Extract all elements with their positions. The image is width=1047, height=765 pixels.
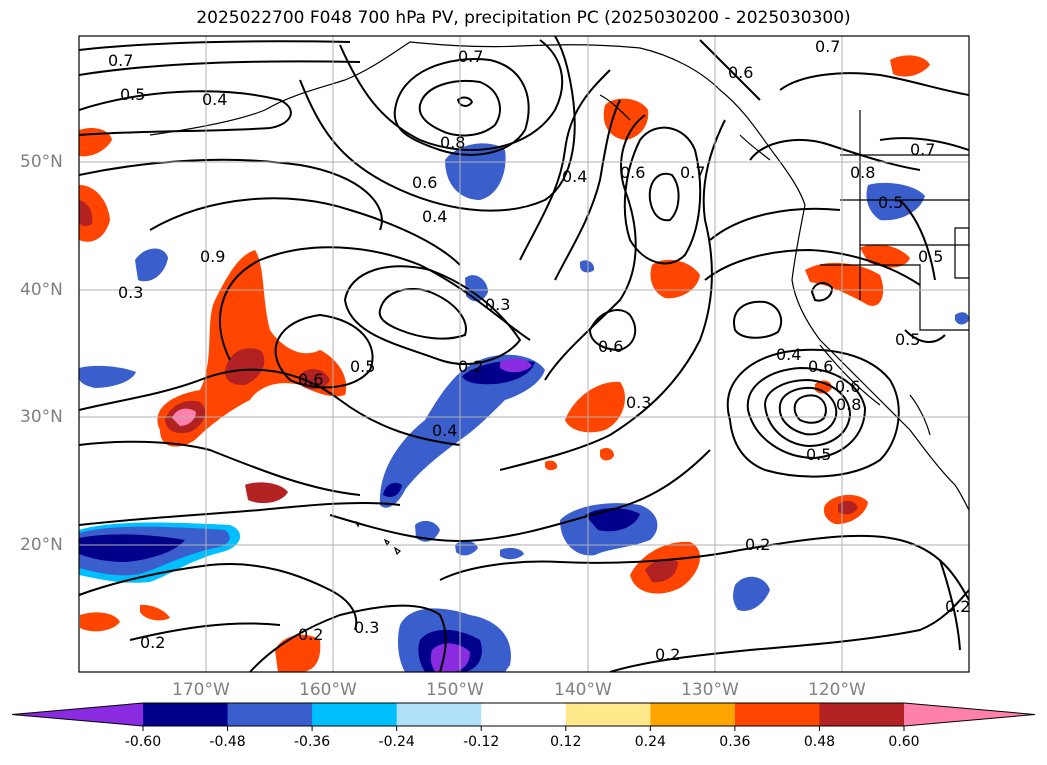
lon-label-140w: 140°W: [554, 680, 612, 700]
contour-label: 0.4: [562, 167, 587, 186]
contour-label: 0.8: [850, 163, 875, 182]
colorbar-swatch: [143, 703, 229, 726]
contour-label: 0.3: [354, 618, 379, 637]
colorbar-extend-high: [904, 703, 1035, 726]
contour-label: 0.7: [815, 37, 840, 56]
colorbar-swatch: [396, 703, 482, 726]
contour-label: 0.7: [458, 47, 483, 66]
colorbar-swatch: [312, 703, 398, 726]
gridlines: [79, 36, 969, 672]
contour-label: 0.5: [806, 445, 831, 464]
contour-label: 0.3: [626, 393, 651, 412]
contour-label: 0.2: [745, 535, 770, 554]
colorbar-extend-low: [12, 703, 143, 726]
colorbar-tick-label: 0.24: [634, 734, 666, 750]
colorbar-tick-label: 0.60: [888, 734, 920, 750]
lon-label-160w: 160°W: [299, 680, 357, 700]
lat-label-40n: 40°N: [20, 280, 63, 300]
contour-label: 0.2: [945, 597, 970, 616]
lon-label-130w: 130°W: [681, 680, 739, 700]
contour-label: 0.7: [680, 163, 705, 182]
contour-label: 0.2: [140, 633, 165, 652]
contour-label: 0.4: [776, 345, 801, 364]
lon-label-150w: 150°W: [426, 680, 484, 700]
colorbar-swatch: [650, 703, 736, 726]
contour-label: 0.6: [728, 63, 753, 82]
colorbar-swatch: [227, 703, 313, 726]
plot-frame: [78, 35, 970, 673]
contour-label: 0.7: [910, 140, 935, 159]
contour-label: 0.8: [836, 395, 861, 414]
colorbar-swatch: [481, 703, 567, 726]
contour-label: 0.3: [118, 283, 143, 302]
colorbar-swatch: [565, 703, 651, 726]
contour-label: 0.6: [835, 377, 860, 396]
contour-label: 0.2: [655, 645, 680, 664]
contour-label: 0.3: [485, 295, 510, 314]
colorbar-tick-label: -0.48: [209, 734, 246, 750]
contour-label: 0.6: [598, 337, 623, 356]
lat-label-30n: 30°N: [20, 407, 63, 427]
contour-label: 0.5: [350, 357, 375, 376]
colorbar-tick-label: -0.36: [293, 734, 331, 750]
coastlines: [149, 41, 969, 556]
colorbar-tick-label: -0.24: [378, 734, 415, 750]
lon-label-120w: 120°W: [808, 680, 866, 700]
contour-labels: 0.7 0.5 0.4 0.7 0.8 0.6 0.4 0.6 0.7 0.6 …: [108, 37, 970, 664]
pv-contours: [79, 36, 969, 672]
contour-label: 0.8: [440, 133, 465, 152]
colorbar-swatch: [734, 703, 820, 726]
colorbar-tick-label: -0.60: [124, 734, 162, 750]
contour-label: 0.4: [202, 90, 227, 109]
contour-label: 0.4: [432, 421, 457, 440]
contour-label: 0.6: [620, 163, 645, 182]
colorbar-tick-label: 0.48: [803, 734, 836, 750]
colorbar-tick-label: 0.12: [550, 734, 582, 750]
contour-label: 0.5: [120, 85, 145, 104]
lat-label-20n: 20°N: [20, 535, 63, 555]
contour-label: 0.2: [298, 625, 323, 644]
contour-label: 0.7: [108, 51, 133, 70]
lon-label-170w: 170°W: [172, 680, 230, 700]
contour-label: 0.5: [895, 330, 920, 349]
contour-label: 0.6: [298, 370, 323, 389]
contour-label: 0.5: [918, 247, 943, 266]
colorbar-swatch: [819, 703, 905, 726]
contour-label: 0.9: [200, 247, 225, 266]
colorbar: [11, 702, 1036, 731]
contour-label: 0.4: [422, 207, 447, 226]
lat-label-50n: 50°N: [20, 152, 63, 172]
colorbar-tick-label: -0.12: [463, 734, 500, 750]
contour-label: 0.5: [878, 193, 903, 212]
colorbar-tick-label: 0.36: [719, 734, 751, 750]
map-title: 2025022700 F048 700 hPa PV, precipitatio…: [196, 8, 851, 28]
contour-label: 0.6: [412, 173, 437, 192]
contour-label: 0.6: [808, 357, 833, 376]
contour-label: 0.2: [458, 357, 483, 376]
